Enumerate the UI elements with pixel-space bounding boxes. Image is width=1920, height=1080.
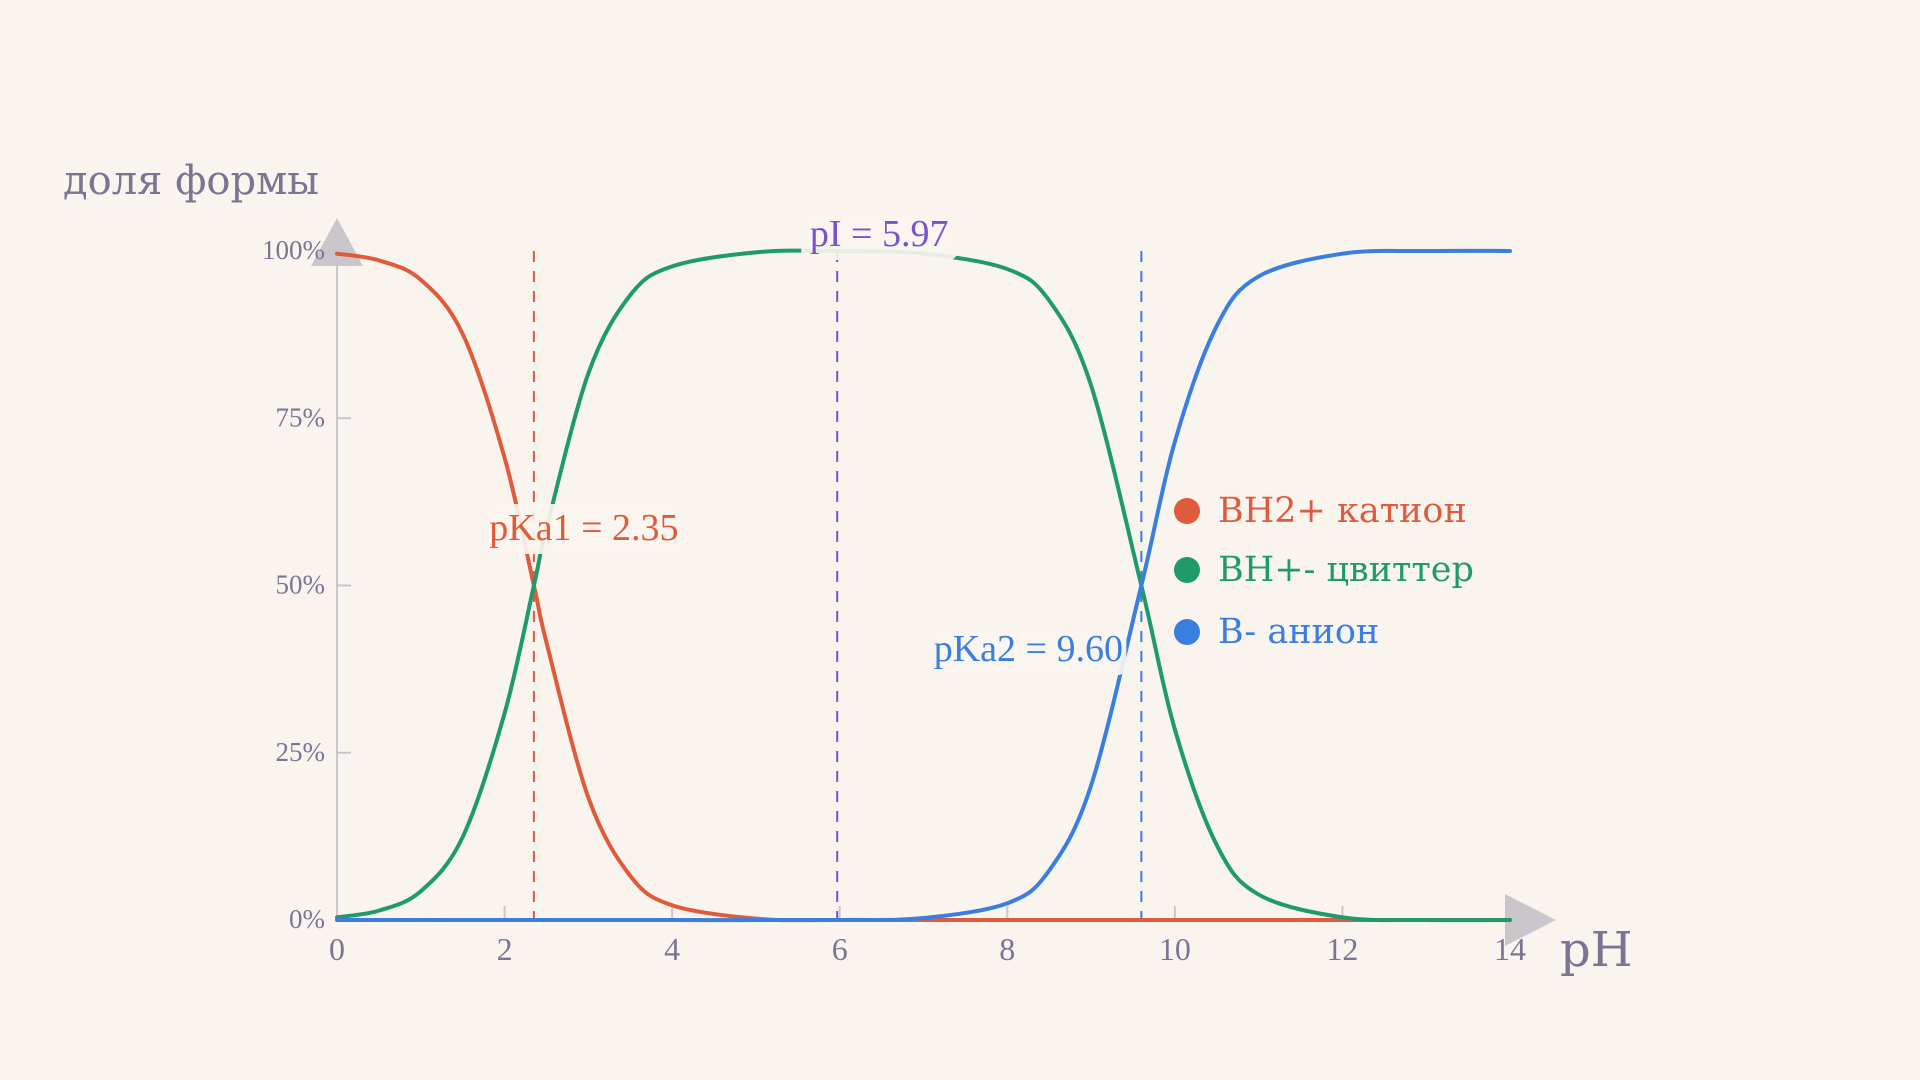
x-ticks: 0 2 4 6 8 10 12 14 — [329, 906, 1526, 967]
annotations: pKa1 = 2.35 pI = 5.97 pKa2 = 9.60 — [485, 210, 1127, 675]
legend-label: BH+- цвиттер — [1218, 550, 1474, 590]
legend-item-cation: BH2+ катион — [1174, 491, 1467, 531]
x-tick-label: 10 — [1159, 931, 1191, 967]
x-tick-label: 12 — [1326, 931, 1358, 967]
pka2-label: pKa2 = 9.60 — [934, 628, 1123, 670]
y-axis-title: доля формы — [63, 158, 319, 204]
pka1-label-background — [485, 504, 682, 554]
legend-marker — [1174, 619, 1200, 645]
pi-label: pI = 5.97 — [810, 213, 949, 255]
x-tick-label: 6 — [832, 931, 848, 967]
legend-label: B- анион — [1218, 612, 1379, 652]
y-tick-label: 50% — [276, 570, 326, 600]
x-tick-label: 8 — [999, 931, 1015, 967]
y-tick-label: 100% — [262, 235, 325, 265]
pka2-label-background — [930, 625, 1127, 675]
x-tick-label: 14 — [1494, 931, 1526, 967]
legend-item-anion: B- анион — [1174, 612, 1379, 652]
reference-lines — [532, 251, 1143, 920]
y-tick-label: 0% — [289, 904, 325, 934]
pi-label-background — [801, 210, 958, 260]
legend-marker — [1174, 557, 1200, 583]
cation-curve — [335, 251, 1512, 923]
x-tick-label: 4 — [664, 931, 680, 967]
x-axis-arrow-icon — [1505, 894, 1556, 946]
x-axis-title: pH — [1560, 922, 1633, 978]
legend-item-zwitterion: BH+- цвиттер — [1174, 550, 1474, 590]
y-tick-label: 25% — [276, 737, 326, 767]
anion-curve — [335, 248, 1512, 923]
axes: 0% 25% 50% 75% 100% 0 2 4 6 8 10 12 14 — [262, 218, 1556, 967]
x-tick-label: 0 — [329, 931, 345, 967]
legend: BH2+ катион BH+- цвиттер B- анион — [1174, 491, 1474, 652]
y-ticks: 0% 25% 50% 75% 100% — [262, 235, 351, 934]
legend-marker — [1174, 498, 1200, 524]
y-tick-label: 75% — [276, 402, 326, 432]
legend-label: BH2+ катион — [1218, 491, 1467, 531]
x-tick-label: 2 — [497, 931, 513, 967]
pka1-label: pKa1 = 2.35 — [489, 507, 678, 549]
